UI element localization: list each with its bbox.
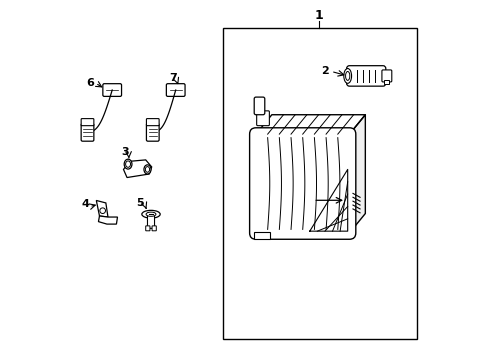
Text: 7: 7 — [169, 73, 177, 83]
Ellipse shape — [125, 161, 130, 167]
Ellipse shape — [146, 212, 156, 216]
Polygon shape — [123, 160, 151, 177]
Polygon shape — [255, 115, 365, 134]
Circle shape — [100, 208, 105, 213]
Ellipse shape — [143, 165, 151, 174]
Polygon shape — [349, 115, 365, 233]
Text: 6: 6 — [86, 78, 94, 88]
FancyBboxPatch shape — [147, 213, 154, 228]
FancyBboxPatch shape — [152, 226, 156, 231]
Text: 5: 5 — [136, 198, 144, 208]
Ellipse shape — [145, 167, 149, 172]
Ellipse shape — [343, 68, 351, 83]
Bar — [223, 28, 417, 339]
FancyBboxPatch shape — [166, 84, 184, 96]
FancyBboxPatch shape — [256, 111, 269, 126]
Text: 1: 1 — [314, 9, 322, 22]
FancyBboxPatch shape — [145, 226, 150, 231]
FancyBboxPatch shape — [146, 118, 159, 126]
Ellipse shape — [124, 159, 132, 169]
Bar — [254, 232, 269, 239]
FancyBboxPatch shape — [249, 128, 355, 239]
FancyBboxPatch shape — [81, 123, 94, 141]
FancyBboxPatch shape — [81, 118, 94, 126]
FancyBboxPatch shape — [381, 70, 391, 82]
FancyBboxPatch shape — [346, 66, 385, 86]
Text: 4: 4 — [81, 199, 89, 209]
FancyBboxPatch shape — [102, 84, 122, 96]
Polygon shape — [98, 216, 117, 224]
Text: 2: 2 — [320, 66, 328, 76]
FancyBboxPatch shape — [254, 97, 264, 115]
Ellipse shape — [345, 72, 349, 80]
Ellipse shape — [142, 210, 160, 218]
Text: 3: 3 — [122, 148, 129, 157]
Bar — [384, 80, 388, 84]
Polygon shape — [96, 201, 108, 217]
FancyBboxPatch shape — [146, 123, 159, 141]
